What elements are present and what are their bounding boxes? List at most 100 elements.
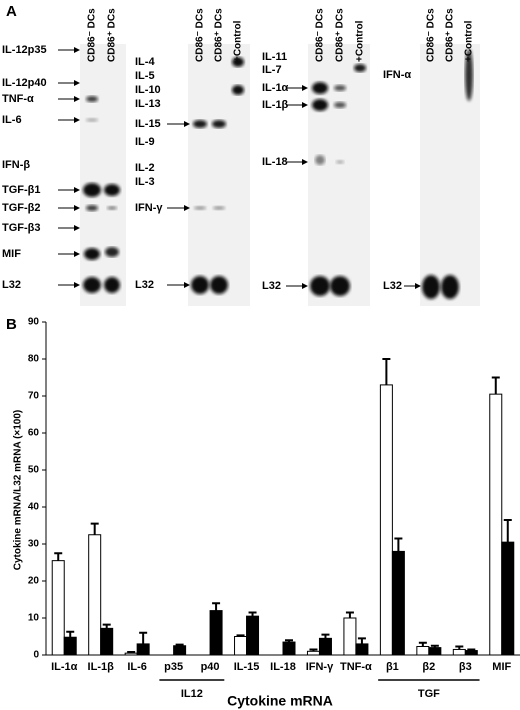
x-tick-label: β1 (386, 661, 399, 673)
marker-label: IL-4 (135, 56, 155, 68)
arrow-head (74, 282, 80, 288)
error-bar (248, 611, 257, 617)
band (105, 247, 119, 257)
bar (489, 393, 503, 656)
lane-label: CD86⁺ DCs (335, 8, 346, 62)
panel-label: A (6, 3, 17, 20)
marker-label: L32 (135, 279, 154, 291)
bar (355, 643, 369, 656)
lane-label: CD86⁻ DCs (87, 8, 98, 62)
band (84, 248, 100, 260)
band (315, 155, 325, 165)
x-tick-label: IFN-γ (306, 661, 334, 673)
error-bar (236, 634, 245, 637)
bar (136, 643, 150, 656)
marker-label: TGF-β1 (2, 184, 41, 196)
band (312, 82, 328, 94)
band (330, 276, 350, 296)
error-bar (139, 631, 148, 644)
bar (428, 647, 442, 656)
group-label: IL12 (181, 688, 203, 700)
bar (416, 645, 430, 656)
marker-label: IL-12p35 (2, 44, 47, 56)
band (465, 49, 473, 101)
marker-label: IFN-γ (135, 202, 163, 214)
bar (318, 637, 332, 656)
error-bar (285, 639, 293, 643)
error-bar (321, 633, 330, 639)
marker-label: IFN-α (383, 69, 411, 81)
error-bar (212, 602, 221, 611)
marker-label: IL-11 (262, 51, 287, 63)
band (83, 183, 101, 197)
band (213, 206, 225, 210)
bar (391, 550, 405, 656)
marker-label: IL-2 (135, 162, 155, 174)
band (86, 118, 98, 122)
blot-background (80, 44, 126, 306)
error-bar (455, 645, 464, 650)
error-bar (90, 522, 99, 535)
band (334, 102, 346, 108)
arrow-head (74, 187, 80, 193)
bar (306, 650, 320, 656)
marker-label: IFN-β (2, 159, 30, 171)
x-axis-title: Cytokine mRNA (227, 693, 333, 709)
x-tick-label: MIF (492, 661, 511, 673)
band (232, 85, 244, 95)
arrow-head (302, 102, 308, 108)
group-label: TGF (418, 688, 440, 700)
bar (51, 560, 65, 656)
error-bar (66, 630, 75, 638)
blot-background (188, 44, 250, 306)
marker-label: L32 (2, 279, 21, 291)
y-tick-label: 10 (28, 613, 40, 624)
arrow-head (74, 225, 80, 231)
band (191, 276, 209, 294)
lane-label: +Control (233, 20, 244, 62)
band (336, 160, 344, 164)
bar (100, 627, 114, 656)
band (86, 96, 98, 102)
bar (88, 534, 102, 656)
x-tick-label: TNF-α (340, 661, 372, 673)
marker-label: IL-12p40 (2, 77, 47, 89)
bar (452, 648, 466, 656)
band (354, 64, 366, 72)
y-axis-title: Cytokine mRNA/L32 mRNA (×100) (13, 410, 24, 571)
bar (124, 652, 138, 656)
arrow-head (184, 282, 190, 288)
error-bar (345, 611, 354, 618)
arrow-head (415, 283, 421, 289)
error-bar (491, 376, 500, 395)
lane-label: CD86⁻ DCs (426, 8, 437, 62)
marker-label: TNF-α (2, 93, 34, 105)
y-tick-label: 90 (28, 317, 40, 328)
x-tick-label: IL-15 (234, 661, 260, 673)
marker-label: TGF-β3 (2, 222, 41, 234)
error-bar (418, 641, 427, 647)
band (310, 276, 330, 296)
marker-label: MIF (2, 248, 21, 260)
lane-label: CD86⁺ DCs (445, 8, 456, 62)
x-tick-label: p40 (201, 661, 220, 673)
marker-label: IL-1β (262, 99, 289, 111)
bar (173, 645, 187, 656)
error-bar (357, 637, 366, 644)
bar (246, 615, 260, 656)
band (422, 275, 440, 299)
arrow-head (302, 283, 308, 289)
bar (343, 617, 357, 656)
marker-label: IL-13 (135, 98, 161, 110)
arrow-head (74, 47, 80, 53)
band (107, 206, 117, 210)
band (441, 275, 459, 299)
lane-label: CD86⁻ DCs (195, 8, 206, 62)
bar (234, 636, 248, 656)
marker-label: IL-9 (135, 136, 155, 148)
lane-label: CD86⁺ DCs (214, 8, 225, 62)
arrow-head (74, 251, 80, 257)
error-bar (467, 648, 476, 651)
error-bar (309, 648, 318, 652)
